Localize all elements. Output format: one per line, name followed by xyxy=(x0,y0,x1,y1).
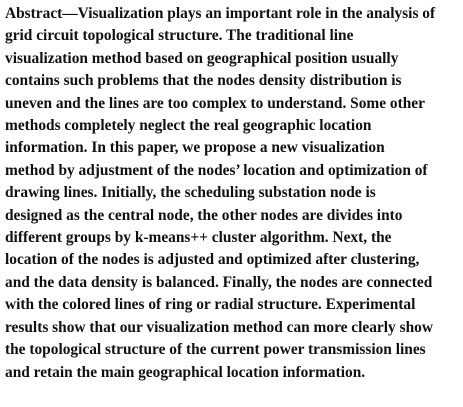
abstract-line-12: location of the nodes is adjusted and op… xyxy=(5,251,420,269)
abstract-paragraph: Abstract—Visualization plays an importan… xyxy=(5,3,460,384)
abstract-line-13: and the data density is balanced. Finall… xyxy=(5,273,433,291)
abstract-line-9: drawing lines. Initially, the scheduling… xyxy=(5,184,376,202)
abstract-line-4: contains such problems that the nodes de… xyxy=(5,72,402,90)
abstract-line-11: different groups by k-means++ cluster al… xyxy=(5,229,392,247)
abstract-line-14: with the colored lines of ring or radial… xyxy=(5,296,416,314)
abstract-line-5: uneven and the lines are too complex to … xyxy=(5,94,425,112)
abstract-line-7: information. In this paper, we propose a… xyxy=(5,139,385,157)
abstract-line-3: visualization method based on geographic… xyxy=(5,49,399,67)
abstract-line-1: Abstract—Visualization plays an importan… xyxy=(5,5,436,22)
abstract-line-2: grid circuit topological structure. The … xyxy=(5,27,354,45)
abstract-line-15: results show that our visualization meth… xyxy=(5,318,433,336)
abstract-line-10: designed as the central node, the other … xyxy=(5,206,403,224)
abstract-line-16: the topological structure of the current… xyxy=(5,341,426,359)
abstract-line-8: method by adjustment of the nodes’ locat… xyxy=(5,161,428,179)
abstract-line-6: methods completely neglect the real geog… xyxy=(5,117,372,135)
abstract-line-17: and retain the main geographical locatio… xyxy=(5,363,366,381)
